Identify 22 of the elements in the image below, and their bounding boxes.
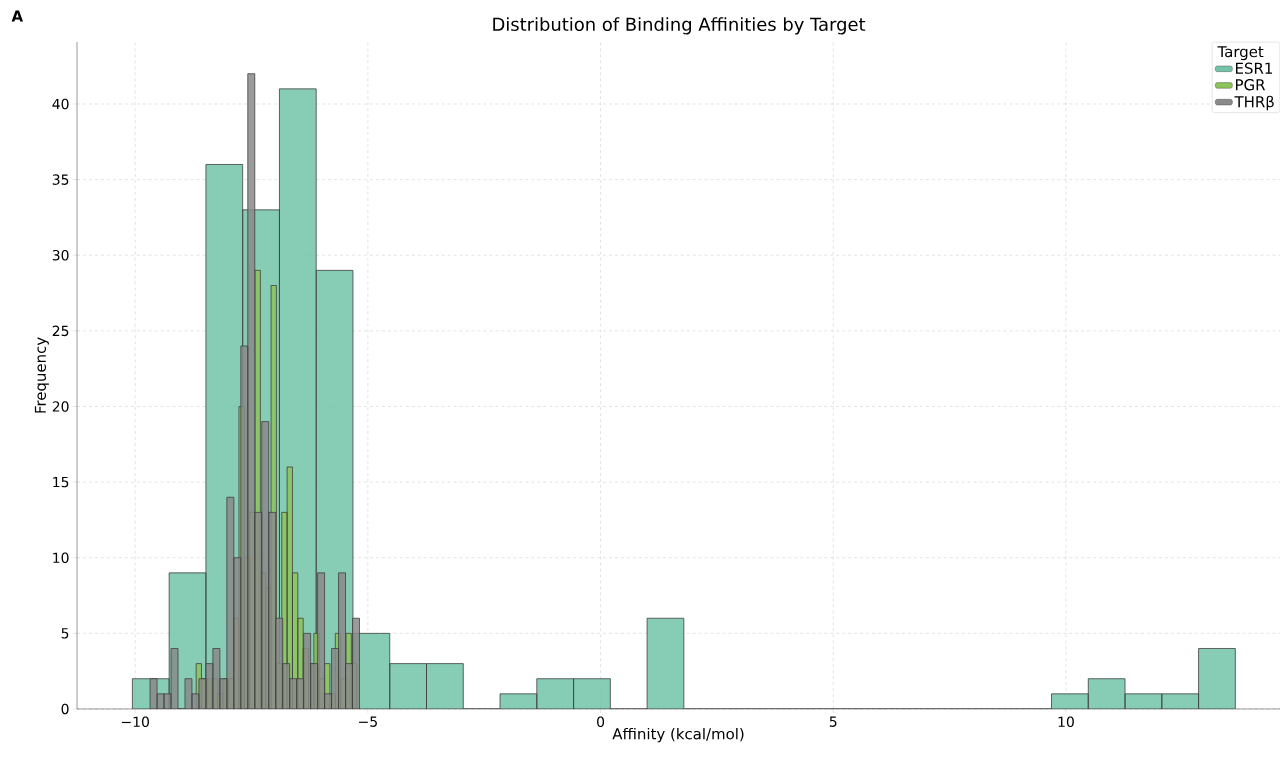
x-axis-title: Affinity (kcal/mol) bbox=[612, 727, 744, 743]
x-tick-label: 0 bbox=[597, 716, 605, 728]
y-tick-label: 30 bbox=[52, 249, 69, 261]
y-tick-label: 15 bbox=[53, 476, 69, 488]
y-tick-label: 25 bbox=[52, 325, 69, 337]
chart-title: Distribution of Binding Affinities by Target bbox=[493, 17, 866, 35]
x-tick-label: 5 bbox=[829, 716, 837, 727]
text: A bbox=[11, 10, 24, 22]
x-tick-label: −5 bbox=[359, 716, 377, 727]
y-tick-label: 10 bbox=[53, 552, 69, 564]
x-tick-label: −10 bbox=[121, 716, 149, 728]
y-tick-label: 40 bbox=[52, 98, 69, 110]
y-axis-title: Frequency bbox=[34, 337, 49, 413]
y-tick-label: 0 bbox=[61, 703, 69, 715]
y-tick-label: 20 bbox=[52, 401, 69, 412]
y-tick-label: 5 bbox=[61, 628, 69, 639]
legend-label: ESR1 bbox=[1236, 62, 1272, 74]
legend-label: THRβ bbox=[1234, 95, 1274, 111]
x-tick-label: 10 bbox=[1058, 716, 1074, 728]
legend-title: Target bbox=[1217, 46, 1264, 61]
y-tick-label: 35 bbox=[52, 174, 69, 185]
legend-label: PGR bbox=[1236, 79, 1266, 91]
